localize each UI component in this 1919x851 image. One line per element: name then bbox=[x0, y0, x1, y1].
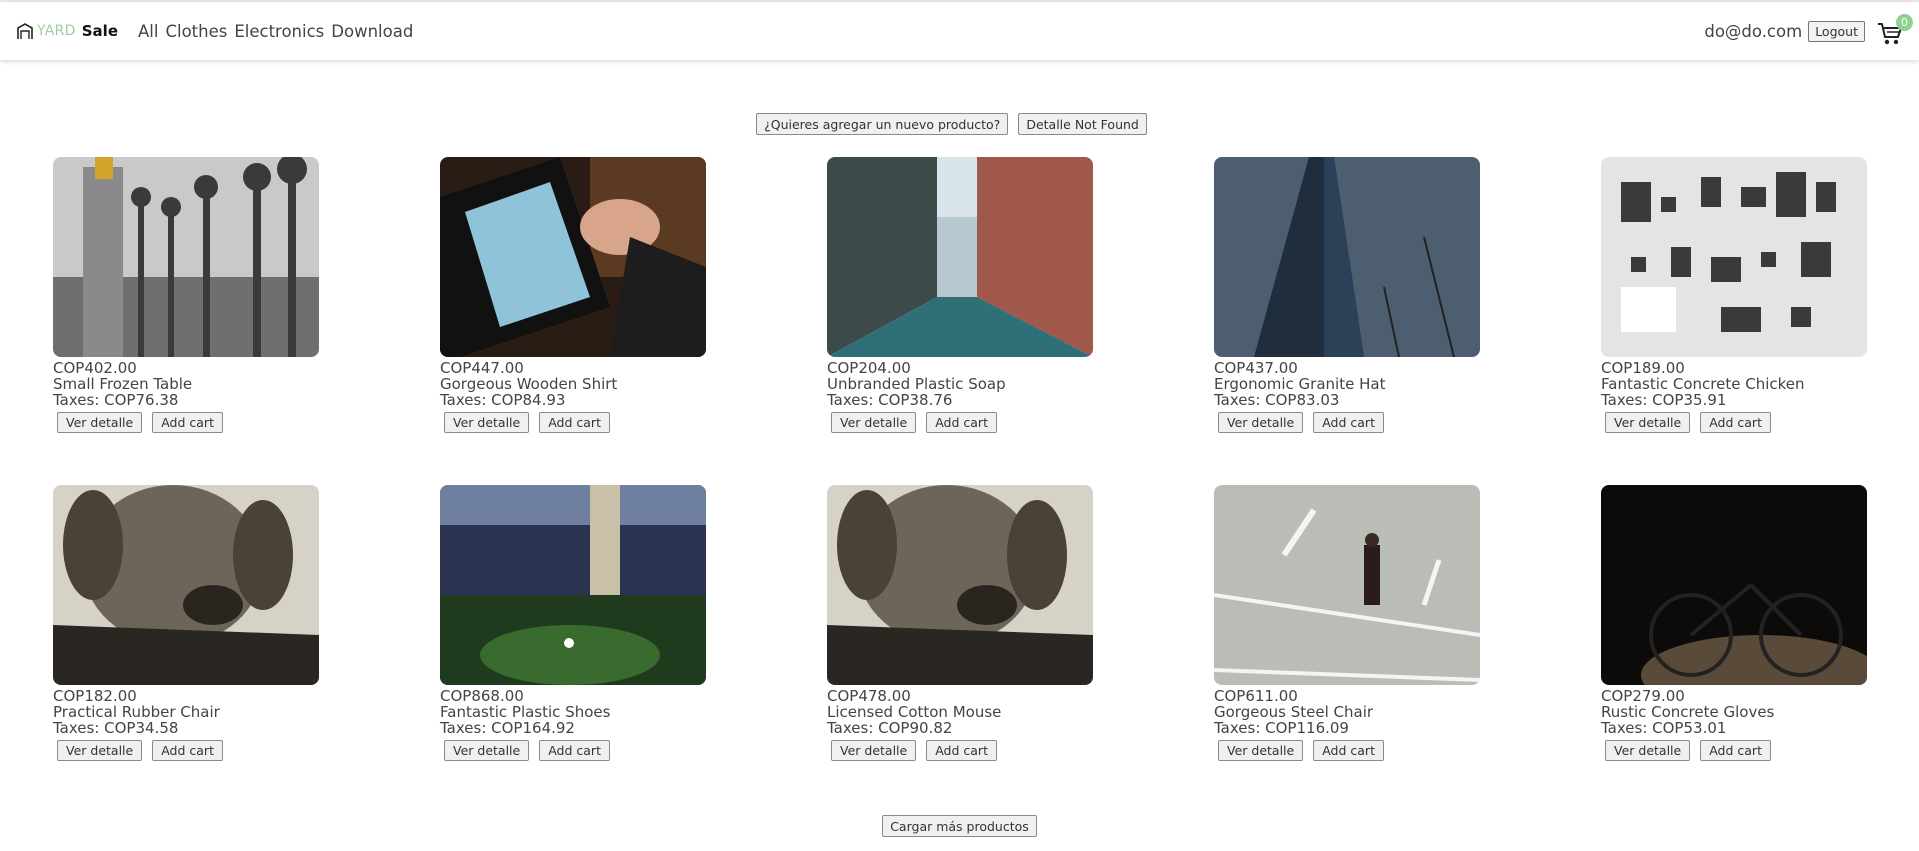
product-name: Small Frozen Table bbox=[53, 375, 193, 393]
cart-count-badge: 0 bbox=[1896, 14, 1913, 31]
ver-detalle-button[interactable]: Ver detalle bbox=[444, 412, 530, 433]
product-taxes: Taxes: COP164.92 bbox=[440, 719, 575, 737]
product-name: Gorgeous Wooden Shirt bbox=[440, 375, 618, 393]
add-product-button[interactable]: ¿Quieres agregar un nuevo producto? bbox=[756, 113, 1009, 135]
detail-not-found-button[interactable]: Detalle Not Found bbox=[1018, 113, 1147, 135]
ver-detalle-button[interactable]: Ver detalle bbox=[831, 412, 917, 433]
ver-detalle-button[interactable]: Ver detalle bbox=[444, 740, 530, 761]
nav-clothes[interactable]: Clothes bbox=[165, 21, 228, 41]
product-price: COP402.00 bbox=[53, 359, 137, 377]
ver-detalle-button[interactable]: Ver detalle bbox=[831, 740, 917, 761]
cart-button[interactable]: 0 bbox=[1877, 14, 1913, 46]
add-cart-button[interactable]: Add cart bbox=[152, 412, 223, 433]
add-cart-button[interactable]: Add cart bbox=[926, 412, 997, 433]
product-card: COP611.00 Gorgeous Steel Chair Taxes: CO… bbox=[1214, 485, 1514, 761]
brand-sale: Sale bbox=[81, 22, 118, 40]
product-taxes: Taxes: COP90.82 bbox=[827, 719, 953, 737]
product-taxes: Taxes: COP76.38 bbox=[53, 391, 179, 409]
user-area: do@do.com Logout 0 bbox=[1704, 2, 1919, 60]
add-cart-button[interactable]: Add cart bbox=[926, 740, 997, 761]
product-name: Licensed Cotton Mouse bbox=[827, 703, 1002, 721]
navbar: YARD Sale All Clothes Electronics Downlo… bbox=[0, 2, 1919, 60]
product-card: COP189.00 Fantastic Concrete Chicken Tax… bbox=[1601, 157, 1901, 433]
product-price: COP611.00 bbox=[1214, 687, 1298, 705]
top-actions: ¿Quieres agregar un nuevo producto? Deta… bbox=[0, 113, 1919, 135]
product-image[interactable] bbox=[1601, 157, 1867, 357]
product-price: COP182.00 bbox=[53, 687, 137, 705]
add-cart-button[interactable]: Add cart bbox=[1313, 412, 1384, 433]
product-card: COP437.00 Ergonomic Granite Hat Taxes: C… bbox=[1214, 157, 1514, 433]
nav-download[interactable]: Download bbox=[331, 21, 414, 41]
product-name: Unbranded Plastic Soap bbox=[827, 375, 1006, 393]
product-taxes: Taxes: COP38.76 bbox=[827, 391, 953, 409]
product-image[interactable] bbox=[53, 485, 319, 685]
product-image[interactable] bbox=[440, 157, 706, 357]
ver-detalle-button[interactable]: Ver detalle bbox=[1605, 740, 1691, 761]
product-image[interactable] bbox=[827, 157, 1093, 357]
product-taxes: Taxes: COP35.91 bbox=[1601, 391, 1727, 409]
nav-all[interactable]: All bbox=[138, 21, 159, 41]
shopping-cart-icon bbox=[1878, 23, 1902, 45]
product-card: COP478.00 Licensed Cotton Mouse Taxes: C… bbox=[827, 485, 1127, 761]
add-cart-button[interactable]: Add cart bbox=[152, 740, 223, 761]
add-cart-button[interactable]: Add cart bbox=[1700, 740, 1771, 761]
ver-detalle-button[interactable]: Ver detalle bbox=[57, 412, 143, 433]
product-image[interactable] bbox=[1601, 485, 1867, 685]
product-taxes: Taxes: COP84.93 bbox=[440, 391, 566, 409]
product-card: COP204.00 Unbranded Plastic Soap Taxes: … bbox=[827, 157, 1127, 433]
nav-electronics[interactable]: Electronics bbox=[234, 21, 325, 41]
product-card: COP402.00 Small Frozen Table Taxes: COP7… bbox=[53, 157, 353, 433]
load-more-button[interactable]: Cargar más productos bbox=[882, 815, 1037, 837]
product-price: COP447.00 bbox=[440, 359, 524, 377]
product-name: Fantastic Plastic Shoes bbox=[440, 703, 611, 721]
garage-icon bbox=[17, 23, 33, 39]
product-name: Rustic Concrete Gloves bbox=[1601, 703, 1775, 721]
product-card: COP182.00 Practical Rubber Chair Taxes: … bbox=[53, 485, 353, 761]
logout-button[interactable]: Logout bbox=[1808, 20, 1865, 42]
product-image[interactable] bbox=[827, 485, 1093, 685]
product-image[interactable] bbox=[1214, 157, 1480, 357]
product-price: COP478.00 bbox=[827, 687, 911, 705]
product-name: Practical Rubber Chair bbox=[53, 703, 220, 721]
top-rule bbox=[0, 0, 1919, 2]
product-taxes: Taxes: COP34.58 bbox=[53, 719, 179, 737]
add-cart-button[interactable]: Add cart bbox=[1313, 740, 1384, 761]
ver-detalle-button[interactable]: Ver detalle bbox=[1218, 740, 1304, 761]
brand-yard: YARD bbox=[37, 23, 76, 39]
add-cart-button[interactable]: Add cart bbox=[1700, 412, 1771, 433]
product-name: Fantastic Concrete Chicken bbox=[1601, 375, 1805, 393]
product-taxes: Taxes: COP116.09 bbox=[1214, 719, 1349, 737]
product-image[interactable] bbox=[1214, 485, 1480, 685]
product-image[interactable] bbox=[53, 157, 319, 357]
product-image[interactable] bbox=[440, 485, 706, 685]
brand-logo[interactable]: YARD Sale bbox=[16, 2, 118, 60]
product-price: COP279.00 bbox=[1601, 687, 1685, 705]
main-nav: All Clothes Electronics Download bbox=[138, 22, 420, 41]
product-price: COP868.00 bbox=[440, 687, 524, 705]
load-more-area: Cargar más productos bbox=[0, 815, 1919, 837]
user-email: do@do.com bbox=[1704, 21, 1803, 41]
product-name: Gorgeous Steel Chair bbox=[1214, 703, 1374, 721]
product-taxes: Taxes: COP53.01 bbox=[1601, 719, 1727, 737]
product-card: COP447.00 Gorgeous Wooden Shirt Taxes: C… bbox=[440, 157, 740, 433]
product-price: COP437.00 bbox=[1214, 359, 1298, 377]
product-taxes: Taxes: COP83.03 bbox=[1214, 391, 1340, 409]
product-price: COP189.00 bbox=[1601, 359, 1685, 377]
add-cart-button[interactable]: Add cart bbox=[539, 412, 610, 433]
product-card: COP279.00 Rustic Concrete Gloves Taxes: … bbox=[1601, 485, 1901, 761]
ver-detalle-button[interactable]: Ver detalle bbox=[1218, 412, 1304, 433]
product-name: Ergonomic Granite Hat bbox=[1214, 375, 1386, 393]
ver-detalle-button[interactable]: Ver detalle bbox=[57, 740, 143, 761]
add-cart-button[interactable]: Add cart bbox=[539, 740, 610, 761]
product-card: COP868.00 Fantastic Plastic Shoes Taxes:… bbox=[440, 485, 740, 761]
ver-detalle-button[interactable]: Ver detalle bbox=[1605, 412, 1691, 433]
product-price: COP204.00 bbox=[827, 359, 911, 377]
